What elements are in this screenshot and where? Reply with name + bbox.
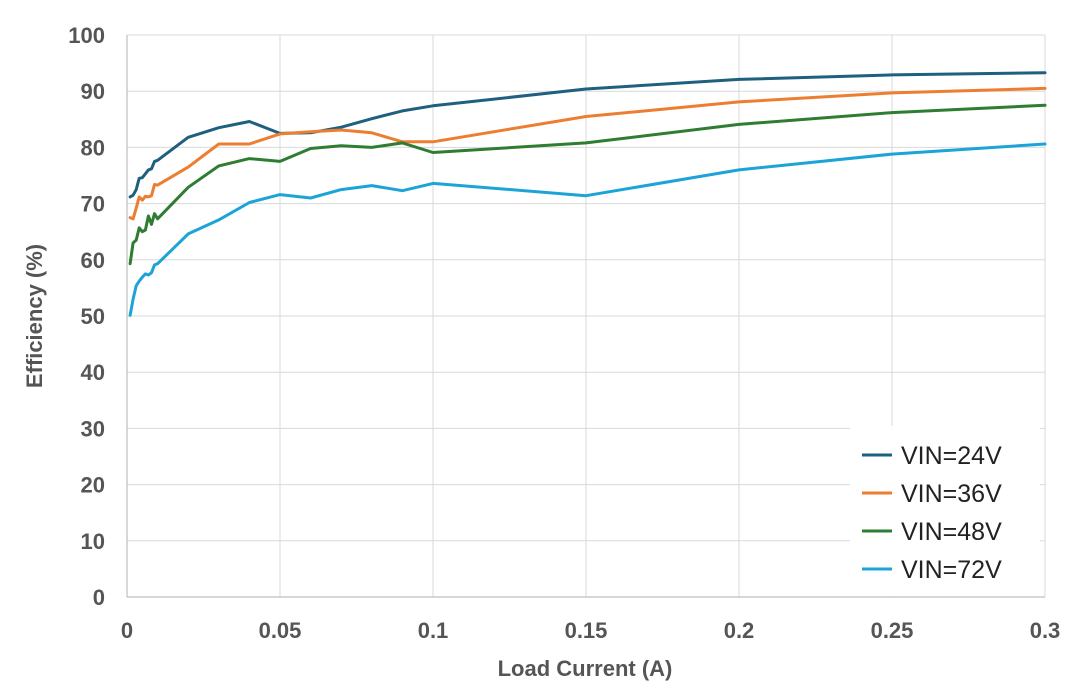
grid-layer <box>127 34 1046 597</box>
legend-label: VIN=24V <box>901 442 1002 470</box>
y-tick-label: 20 <box>81 473 105 498</box>
y-tick-label: 70 <box>81 192 105 217</box>
x-tick-label: 0.05 <box>259 618 302 643</box>
axis-layer <box>126 35 1045 598</box>
x-tick-label: 0.25 <box>871 618 914 643</box>
legend-label: VIN=48V <box>901 518 1002 546</box>
tick-labels: 0 10 20 30 40 50 60 70 80 90 100 0 0.05 0.1 0.15 0.2 0.2… <box>68 23 1060 643</box>
x-tick-label: 0.1 <box>418 618 449 643</box>
y-tick-label: 40 <box>81 360 105 385</box>
x-axis-title: Load Current (A) <box>498 656 673 681</box>
series-layer <box>128 71 1047 317</box>
y-tick-label: 100 <box>68 23 105 48</box>
series-line-vin-72v <box>128 142 1047 317</box>
x-tick-label: 0.2 <box>724 618 755 643</box>
x-tick-label: 0 <box>121 618 133 643</box>
x-tick-label: 0.3 <box>1030 618 1061 643</box>
series-line-vin-36v <box>128 86 1047 221</box>
series-line-vin-48v <box>128 103 1047 266</box>
y-tick-label: 60 <box>81 248 105 273</box>
y-tick-label: 30 <box>81 416 105 441</box>
legend-label: VIN=72V <box>901 556 1002 584</box>
legend-label: VIN=36V <box>901 480 1002 508</box>
y-tick-label: 0 <box>93 585 105 610</box>
y-axis-title: Efficiency (%) <box>22 244 47 388</box>
x-tick-label: 0.15 <box>565 618 608 643</box>
y-tick-label: 50 <box>81 304 105 329</box>
y-tick-label: 10 <box>81 529 105 554</box>
series-line-vin-24v <box>128 71 1047 199</box>
legend: VIN=24V VIN=36V VIN=48V VIN=72V <box>850 426 1040 596</box>
y-tick-label: 90 <box>81 79 105 104</box>
y-tick-label: 80 <box>81 135 105 160</box>
